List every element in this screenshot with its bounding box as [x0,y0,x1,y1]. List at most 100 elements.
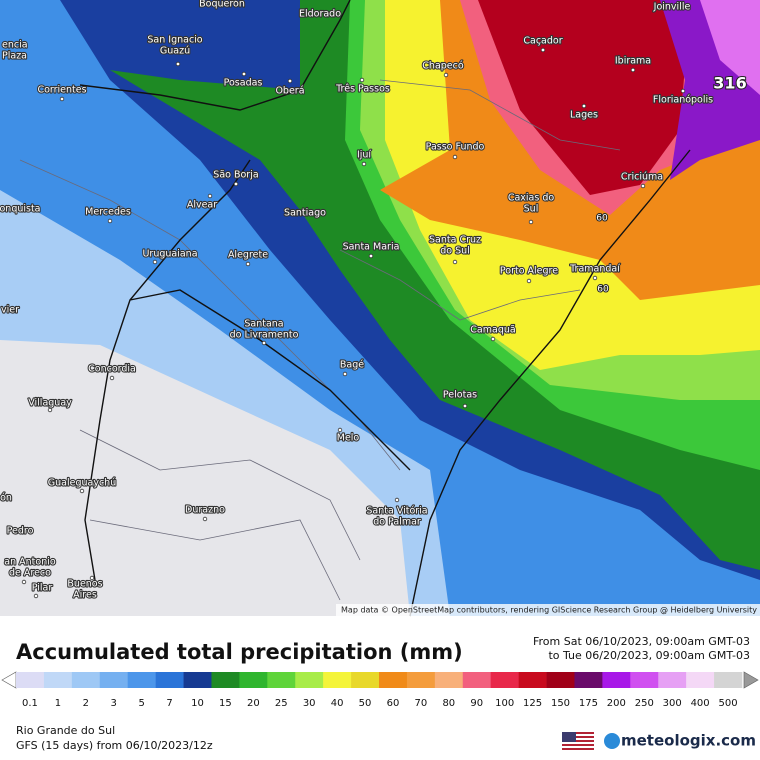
place-label: Pilar [32,583,53,594]
place-dot [592,275,598,281]
place-label: onquista [0,204,41,215]
place-label: Bagé [340,360,364,371]
flag[interactable] [562,732,594,750]
place-label: Santa Cruz [429,235,481,246]
place-label: Ibirama [615,56,651,67]
place-dot [394,497,400,503]
place-dot [361,161,367,167]
max-label: 316 [713,74,746,93]
place-label: Santa Maria [343,242,400,253]
place-dot [630,67,636,73]
place-label: de Areco [9,568,51,579]
place-label: São Borja [213,170,258,181]
place-label: do Livramento [230,330,299,341]
place-label: Passo Fundo [426,142,485,153]
place-label: Santiago [284,208,326,219]
legend-swatch [16,672,45,688]
legend-label: 0.1 [22,698,38,709]
legend-label: 60 [387,698,400,709]
logo-icon [604,733,620,749]
place-label: Santana [244,319,283,330]
contour-label: 60 [597,285,609,295]
legend-label: 175 [579,698,598,709]
place-dot [107,218,113,224]
place-label: San Ignacio [147,35,202,46]
place-label: an Antonio [4,557,56,568]
legend-label: 1 [55,698,61,709]
legend-swatch [546,672,575,688]
legend-swatch [155,672,184,688]
place-dot [452,259,458,265]
field-magenta [700,0,760,95]
legend-swatch [71,672,101,688]
brand[interactable]: meteologix.com [621,732,756,750]
place-dot [368,253,374,259]
legend-swatch [99,672,128,688]
place-dot [680,88,686,94]
boundary [129,289,411,471]
place-dot [109,375,115,381]
legend-label: 500 [718,698,737,709]
place-label: Ijuí [357,150,371,161]
place-dot [452,154,458,160]
attribution[interactable]: Map data © OpenStreetMap contributors, r… [341,606,757,615]
place-label: Florianópolis [653,95,713,106]
legend-swatch [323,672,352,688]
legend-label: 200 [607,698,626,709]
place-label: Gualeguaychú [48,478,116,489]
place-label: Caxias do [508,193,555,204]
place-label: ón [0,493,12,504]
legend-label: 5 [138,698,144,709]
place-label: Concordia [88,364,136,375]
legend-swatch [686,672,715,688]
legend-label: 400 [691,698,710,709]
legend-label: 25 [275,698,288,709]
legend-label: 300 [663,698,682,709]
legend-swatch [183,672,212,688]
legend-swatch [658,672,687,688]
legend-swatch [267,672,296,688]
place-label: Sul [524,204,539,215]
place-dot [33,593,39,599]
place-label: do Palmar [373,517,421,528]
legend-swatch [518,672,547,688]
place-dot [233,181,239,187]
place-dot [79,488,85,494]
legend-swatch [379,672,408,688]
legend-label: 10 [191,698,204,709]
place-dot [175,61,181,67]
date-from: From Sat 06/10/2023, 09:00am GMT-03 [533,635,750,648]
place-label: Porto Alegre [500,266,558,277]
place-dot [47,407,53,413]
legend-swatch [630,672,659,688]
place-dot [342,371,348,377]
place-label: Camaquã [470,325,515,336]
place-label: Posadas [224,78,263,89]
place-dot [526,278,532,284]
place-label: Aires [73,590,97,601]
place-dot [540,47,546,53]
place-label: Tramandaí [569,264,620,275]
model-run: GFS (15 days) from 06/10/2023/12z [16,739,213,752]
place-dot [490,336,496,342]
border [339,249,581,321]
field-dark-red [478,0,690,195]
flag-stripe [562,732,594,734]
attribution-bg [336,604,760,616]
place-label: Boquerón [199,0,245,10]
title: Accumulated total precipitation (mm) [16,640,463,664]
legend-swatch [574,672,603,688]
legend-label: 40 [331,698,344,709]
flag-stripe [562,748,594,750]
place-label: Alegrete [228,250,268,261]
legend-swatch [434,672,464,688]
place-dot [462,403,468,409]
legend-swatch [406,672,436,688]
border [89,519,341,601]
legend-label: 100 [495,698,514,709]
place-dot [337,427,343,433]
legend-label: 7 [166,698,172,709]
